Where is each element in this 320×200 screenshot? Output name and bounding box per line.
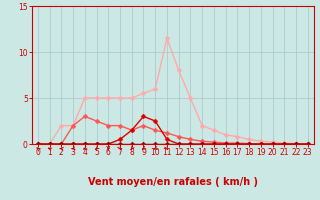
X-axis label: Vent moyen/en rafales ( km/h ): Vent moyen/en rafales ( km/h ) — [88, 177, 258, 187]
